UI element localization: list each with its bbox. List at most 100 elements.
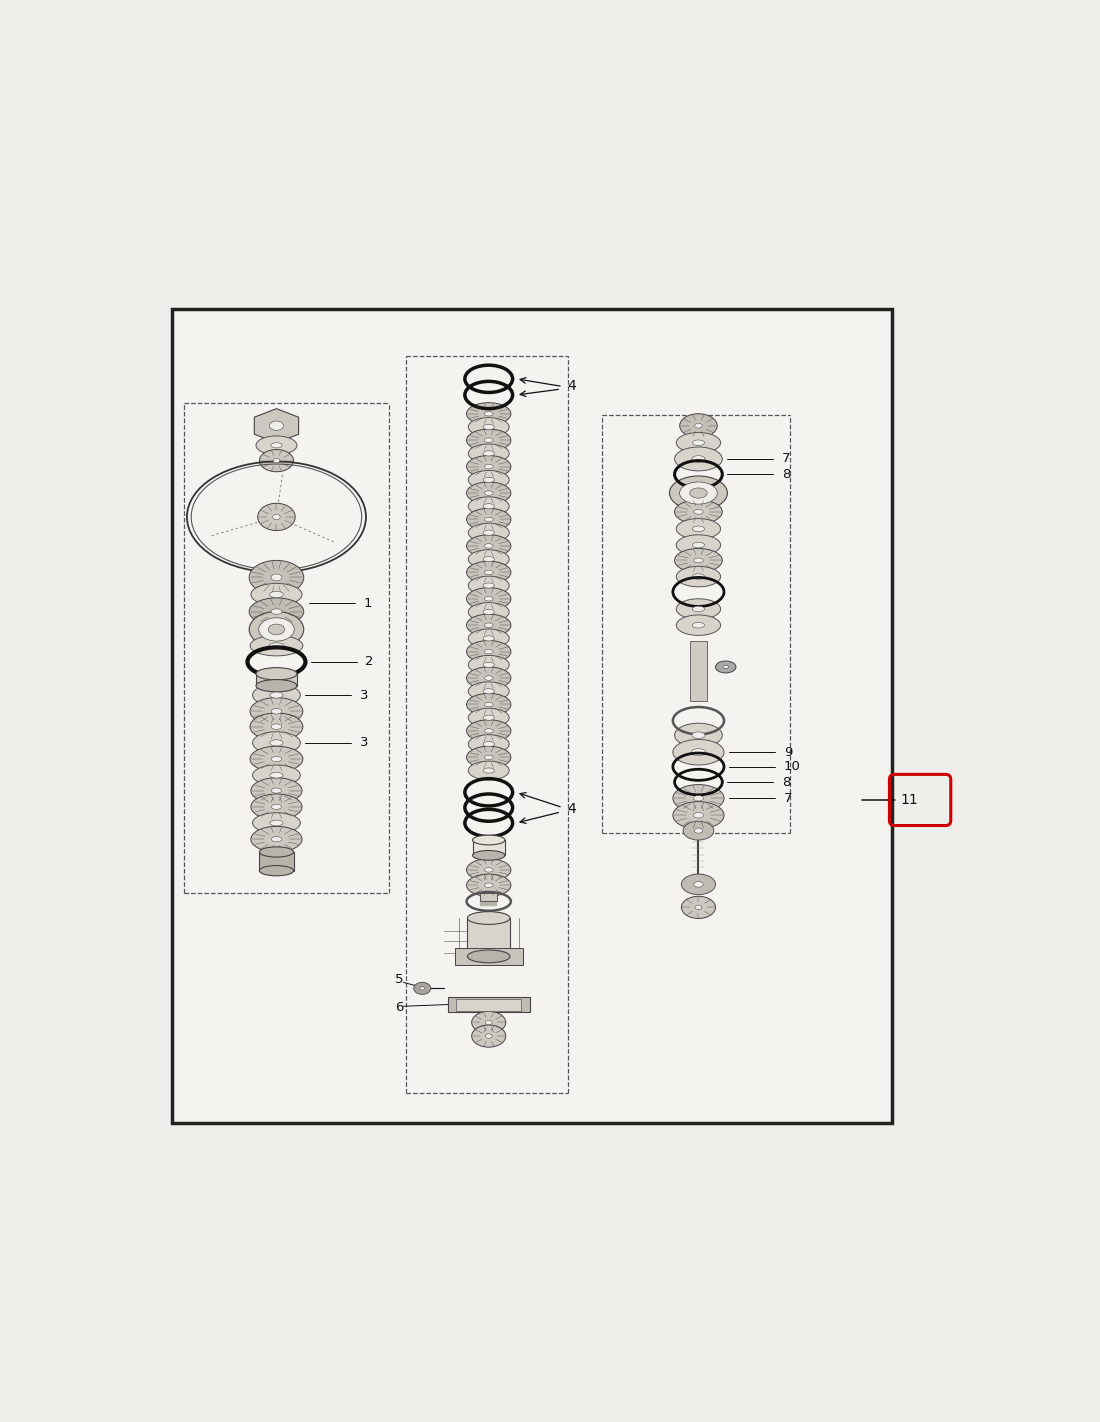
- Ellipse shape: [251, 793, 302, 819]
- Ellipse shape: [693, 812, 704, 818]
- Ellipse shape: [251, 826, 302, 852]
- Ellipse shape: [676, 519, 720, 539]
- Ellipse shape: [694, 828, 703, 833]
- Ellipse shape: [273, 515, 280, 519]
- Ellipse shape: [466, 747, 510, 768]
- Text: 8: 8: [782, 775, 791, 789]
- Ellipse shape: [271, 574, 282, 580]
- Ellipse shape: [271, 442, 282, 448]
- Ellipse shape: [690, 488, 707, 498]
- Text: 11: 11: [901, 793, 918, 806]
- Bar: [454, 948, 522, 966]
- Ellipse shape: [483, 503, 494, 509]
- Ellipse shape: [673, 739, 724, 765]
- Ellipse shape: [466, 614, 510, 636]
- Ellipse shape: [270, 421, 284, 431]
- Ellipse shape: [484, 491, 493, 495]
- Ellipse shape: [695, 424, 702, 428]
- Ellipse shape: [272, 708, 282, 714]
- Ellipse shape: [273, 458, 279, 464]
- Ellipse shape: [469, 708, 509, 727]
- Ellipse shape: [670, 476, 727, 510]
- Ellipse shape: [483, 610, 494, 614]
- Ellipse shape: [680, 414, 717, 438]
- Ellipse shape: [466, 402, 510, 425]
- Ellipse shape: [692, 749, 705, 755]
- Ellipse shape: [484, 755, 493, 759]
- Bar: [256, 674, 297, 685]
- Ellipse shape: [674, 447, 723, 471]
- Ellipse shape: [251, 583, 302, 606]
- Ellipse shape: [466, 720, 510, 742]
- Ellipse shape: [270, 643, 284, 648]
- Ellipse shape: [250, 747, 303, 772]
- Ellipse shape: [250, 597, 304, 626]
- Ellipse shape: [466, 535, 510, 557]
- Ellipse shape: [695, 906, 702, 910]
- Ellipse shape: [483, 663, 494, 667]
- Ellipse shape: [676, 566, 720, 587]
- Ellipse shape: [694, 557, 703, 563]
- Ellipse shape: [484, 883, 493, 887]
- Bar: [481, 893, 497, 902]
- Ellipse shape: [681, 896, 715, 919]
- Ellipse shape: [251, 778, 302, 803]
- Ellipse shape: [258, 617, 294, 641]
- Ellipse shape: [692, 574, 704, 579]
- Ellipse shape: [469, 576, 509, 594]
- Ellipse shape: [484, 518, 493, 522]
- Ellipse shape: [483, 715, 494, 721]
- Ellipse shape: [472, 1011, 506, 1034]
- Ellipse shape: [469, 683, 509, 701]
- Ellipse shape: [483, 556, 494, 562]
- Ellipse shape: [483, 636, 494, 641]
- Ellipse shape: [270, 739, 283, 747]
- Bar: [468, 919, 510, 957]
- Ellipse shape: [484, 650, 493, 654]
- Text: 3: 3: [360, 688, 368, 701]
- Text: 10: 10: [783, 761, 801, 774]
- Text: 8: 8: [782, 468, 791, 481]
- Ellipse shape: [270, 592, 284, 597]
- Ellipse shape: [466, 482, 510, 505]
- Ellipse shape: [469, 523, 509, 542]
- Ellipse shape: [483, 478, 494, 482]
- Bar: [473, 840, 505, 856]
- Bar: [448, 997, 530, 1012]
- Ellipse shape: [692, 606, 704, 611]
- Ellipse shape: [473, 835, 505, 845]
- Ellipse shape: [250, 560, 304, 594]
- Ellipse shape: [469, 444, 509, 462]
- Text: 1: 1: [363, 596, 372, 610]
- Ellipse shape: [715, 661, 736, 673]
- Ellipse shape: [268, 624, 285, 634]
- Ellipse shape: [676, 432, 720, 454]
- Ellipse shape: [692, 542, 704, 547]
- Ellipse shape: [414, 983, 431, 994]
- Ellipse shape: [469, 629, 509, 648]
- Ellipse shape: [260, 449, 294, 472]
- Ellipse shape: [270, 820, 283, 826]
- Ellipse shape: [694, 882, 703, 887]
- Ellipse shape: [484, 728, 493, 734]
- Ellipse shape: [680, 482, 717, 505]
- Ellipse shape: [676, 535, 720, 555]
- Ellipse shape: [483, 583, 494, 589]
- Bar: [456, 998, 521, 1011]
- Ellipse shape: [674, 724, 723, 747]
- Ellipse shape: [469, 550, 509, 569]
- Ellipse shape: [473, 850, 505, 860]
- Ellipse shape: [469, 735, 509, 754]
- Ellipse shape: [469, 603, 509, 621]
- Ellipse shape: [681, 875, 715, 894]
- Ellipse shape: [256, 437, 297, 455]
- Text: 7: 7: [783, 792, 792, 805]
- Bar: [690, 641, 707, 701]
- Ellipse shape: [256, 680, 297, 693]
- Ellipse shape: [272, 757, 282, 762]
- Polygon shape: [254, 408, 298, 442]
- Ellipse shape: [484, 675, 493, 680]
- Ellipse shape: [469, 656, 509, 674]
- Ellipse shape: [466, 429, 510, 451]
- Ellipse shape: [694, 509, 703, 515]
